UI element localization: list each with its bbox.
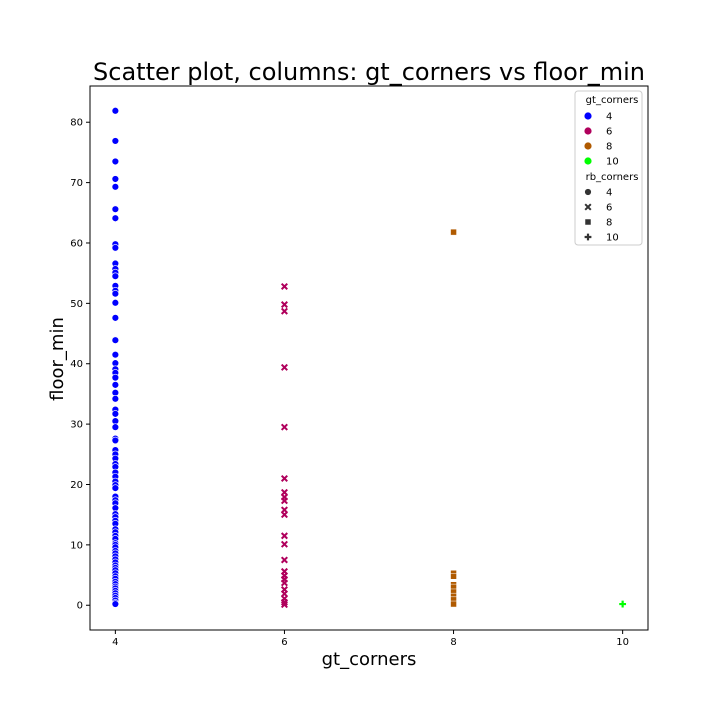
data-point-x [280,511,288,519]
legend-hue-marker [584,157,592,165]
data-point-circle [111,484,120,492]
data-point-circle [111,314,120,322]
y-tick-label: 30 [70,420,83,431]
legend: gt_corners rb_corners 4 6 8 10 4 6 8 10 [574,90,643,246]
legend-hue-marker [584,127,592,135]
data-point-circle [111,410,120,418]
data-point-x [280,301,288,309]
legend-style-label: 6 [606,203,612,214]
legend-style-label: 4 [606,188,612,199]
data-point-x [280,556,288,564]
data-point-square [450,600,457,608]
legend-style-marker [584,188,592,196]
data-point-circle [111,381,120,389]
data-point-circle [111,272,120,280]
data-point-circle [111,137,120,145]
data-point-x [280,540,288,548]
x-tick-label: 10 [616,637,629,648]
data-point-plus [619,600,627,608]
legend-style-label: 8 [606,218,612,229]
data-point-circle [111,350,120,359]
data-point-circle [111,183,120,191]
data-point-circle [111,205,120,213]
data-point-circle [111,395,120,403]
data-point-x [280,532,288,540]
y-tick-label: 0 [77,601,83,612]
data-point-square [450,228,457,236]
legend-style-label: 10 [606,233,619,244]
data-point-circle [111,336,120,344]
legend-hue-label: 10 [606,157,619,168]
data-point-circle [111,600,120,608]
data-point-x [280,579,288,587]
data-point-circle [111,244,120,252]
y-tick-label: 10 [70,540,83,551]
data-point-circle [111,436,120,445]
data-point-x [280,601,288,609]
data-point-circle [111,214,120,222]
y-tick-label: 50 [70,299,83,310]
y-tick-label: 80 [70,118,83,129]
data-points [111,107,627,609]
data-point-circle [111,107,120,115]
legend-hue-label: 8 [606,142,612,153]
legend-hue-marker [584,112,592,120]
y-tick-label: 60 [70,238,83,249]
data-point-circle [111,299,120,307]
x-tick-label: 8 [450,637,456,648]
legend-style-marker [584,233,592,241]
legend-hue-label: 4 [606,112,612,123]
data-point-x [280,307,288,315]
legend-style-title: rb_corners [586,172,639,183]
legend-hue-title: gt_corners [586,95,639,106]
y-tick-label: 20 [70,480,83,491]
legend-hue-marker [584,142,592,150]
data-point-circle [111,289,120,298]
data-point-x [280,282,288,290]
data-point-circle [111,373,120,382]
legend-box [574,90,643,246]
legend-hue-label: 6 [606,127,612,138]
y-tick-label: 70 [70,178,83,189]
x-axis: 4 6 8 10 [112,630,629,648]
data-point-x [280,497,288,505]
legend-style-marker [584,218,592,226]
plot-frame [89,85,649,631]
data-point-circle [111,157,120,166]
y-axis: 0 10 20 30 40 50 60 70 80 [70,118,90,612]
data-point-square [450,573,457,580]
data-point-x [280,423,288,431]
data-point-circle [111,175,120,183]
x-tick-label: 6 [281,637,287,648]
legend-style-marker [584,203,592,211]
y-tick-label: 40 [70,359,83,370]
y-axis-label: floor_min [47,317,68,401]
data-point-circle [111,423,120,431]
chart-title: Scatter plot, columns: gt_corners vs flo… [93,58,645,86]
data-point-x [280,474,288,482]
x-axis-label: gt_corners [322,649,417,670]
x-tick-label: 4 [112,637,118,648]
data-point-x [280,363,288,371]
